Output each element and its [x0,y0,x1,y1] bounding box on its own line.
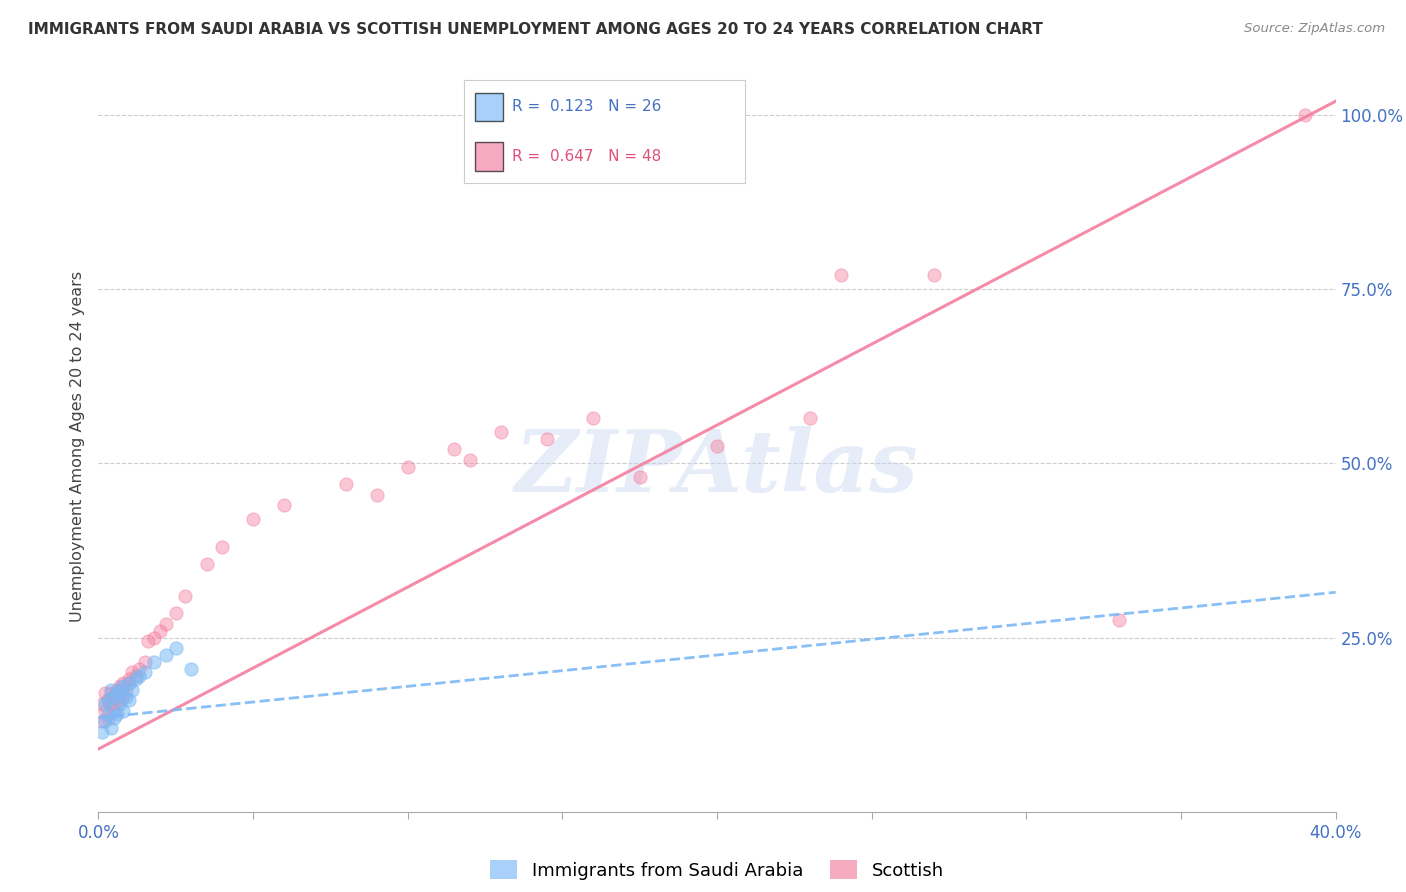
Point [90,714,112,728]
Point [108,697,131,711]
Point [149,624,172,638]
Point [124,673,146,687]
Point [273,498,295,512]
FancyBboxPatch shape [475,142,503,170]
Point [97,693,120,707]
Point [103,711,125,725]
Point [366,488,388,502]
Point [100,686,122,700]
Point [134,655,156,669]
Point [155,648,177,662]
Point [155,616,177,631]
Point [128,669,150,683]
Point [335,477,357,491]
Point [121,682,143,697]
Point [112,704,135,718]
Point [105,686,128,700]
Point [706,439,728,453]
Point [108,682,131,697]
Point [458,453,481,467]
Point [105,707,128,722]
Point [103,690,125,704]
Point [90,724,112,739]
Point [118,693,141,707]
Point [489,425,512,439]
Text: ZIPAtlas: ZIPAtlas [515,426,920,509]
Point [830,268,852,283]
Point [93,714,115,728]
Point [211,540,233,554]
Point [922,268,945,283]
Point [128,662,150,676]
Point [100,697,122,711]
Point [165,606,187,620]
FancyBboxPatch shape [475,93,503,121]
Point [443,442,465,457]
Point [105,682,128,697]
Point [195,558,218,572]
Point [143,655,166,669]
Point [93,686,115,700]
Point [103,704,125,718]
Point [136,634,159,648]
Point [100,721,122,735]
Point [121,665,143,680]
Point [93,704,115,718]
Point [124,669,146,683]
Text: IMMIGRANTS FROM SAUDI ARABIA VS SCOTTISH UNEMPLOYMENT AMONG AGES 20 TO 24 YEARS : IMMIGRANTS FROM SAUDI ARABIA VS SCOTTISH… [28,22,1043,37]
Y-axis label: Unemployment Among Ages 20 to 24 years: Unemployment Among Ages 20 to 24 years [69,270,84,622]
Point [1294,108,1316,122]
Point [628,470,651,484]
Point [115,682,138,697]
Text: Source: ZipAtlas.com: Source: ZipAtlas.com [1244,22,1385,36]
Point [536,432,558,446]
Point [118,676,141,690]
Point [174,589,197,603]
Point [118,673,141,687]
Point [134,665,156,680]
Point [97,707,120,722]
Text: R =  0.647   N = 48: R = 0.647 N = 48 [512,149,661,164]
Point [180,662,202,676]
Point [118,676,141,690]
Point [105,697,128,711]
Point [97,693,120,707]
Point [242,512,264,526]
Point [100,682,122,697]
Point [112,679,135,693]
Point [108,679,131,693]
Point [103,690,125,704]
Point [799,411,821,425]
Text: R =  0.123   N = 26: R = 0.123 N = 26 [512,99,661,114]
Point [115,690,138,704]
Point [143,631,166,645]
Legend: Immigrants from Saudi Arabia, Scottish: Immigrants from Saudi Arabia, Scottish [484,853,950,887]
Point [396,459,419,474]
Point [582,411,605,425]
Point [112,676,135,690]
Point [112,690,135,704]
Point [90,697,112,711]
Point [108,693,131,707]
Point [1108,613,1130,627]
Point [97,711,120,725]
Point [165,640,187,655]
Point [93,697,115,711]
